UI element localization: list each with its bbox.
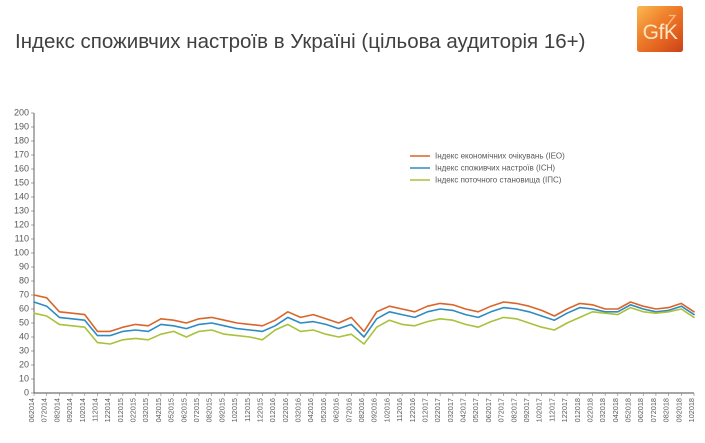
svg-text:062015: 062015 <box>179 398 188 422</box>
svg-text:092016: 092016 <box>370 398 379 422</box>
svg-text:072016: 072016 <box>344 398 353 422</box>
svg-text:102018: 102018 <box>687 398 696 422</box>
svg-text:052018: 052018 <box>624 398 633 422</box>
svg-text:30: 30 <box>19 346 29 356</box>
svg-text:062016: 062016 <box>332 398 341 422</box>
svg-text:50: 50 <box>19 318 29 328</box>
svg-text:110: 110 <box>15 234 29 244</box>
svg-text:Індекс споживчих настроїв (ІСН: Індекс споживчих настроїв (ІСН) <box>435 164 555 173</box>
svg-text:032018: 032018 <box>598 398 607 422</box>
svg-text:70: 70 <box>19 290 29 300</box>
svg-text:022017: 022017 <box>433 398 442 422</box>
svg-text:130: 130 <box>14 206 29 216</box>
svg-text:072017: 072017 <box>497 398 506 422</box>
svg-text:052015: 052015 <box>167 398 176 422</box>
svg-text:170: 170 <box>14 150 29 160</box>
svg-text:180: 180 <box>14 136 29 146</box>
svg-text:092018: 092018 <box>674 398 683 422</box>
svg-text:80: 80 <box>19 276 29 286</box>
svg-text:042015: 042015 <box>154 398 163 422</box>
svg-text:062014: 062014 <box>27 398 36 422</box>
svg-text:102014: 102014 <box>78 398 87 422</box>
svg-text:40: 40 <box>19 332 29 342</box>
svg-text:120: 120 <box>14 220 29 230</box>
svg-text:140: 140 <box>14 192 29 202</box>
svg-text:062017: 062017 <box>484 398 493 422</box>
svg-text:100: 100 <box>14 248 29 258</box>
svg-text:072018: 072018 <box>649 398 658 422</box>
svg-text:112017: 112017 <box>547 398 556 422</box>
svg-text:112015: 112015 <box>243 398 252 422</box>
svg-text:150: 150 <box>14 178 29 188</box>
svg-text:022016: 022016 <box>281 398 290 422</box>
svg-text:60: 60 <box>19 304 29 314</box>
svg-text:062018: 062018 <box>636 398 645 422</box>
svg-text:042017: 042017 <box>459 398 468 422</box>
svg-text:102015: 102015 <box>230 398 239 422</box>
svg-text:190: 190 <box>14 122 29 132</box>
svg-text:20: 20 <box>19 360 29 370</box>
svg-text:092015: 092015 <box>217 398 226 422</box>
svg-text:092014: 092014 <box>65 398 74 422</box>
svg-text:112014: 112014 <box>90 398 99 422</box>
svg-text:072014: 072014 <box>40 398 49 422</box>
svg-text:082015: 082015 <box>205 398 214 422</box>
svg-text:102016: 102016 <box>382 398 391 422</box>
svg-text:Індекс економічних очікувань: Індекс економічних очікувань (ІЕО) <box>435 152 565 161</box>
svg-text:Індекс поточного становища (І: Індекс поточного становища (ІПС) <box>435 176 562 185</box>
svg-text:122017: 122017 <box>560 398 569 422</box>
svg-text:042018: 042018 <box>611 398 620 422</box>
svg-text:122016: 122016 <box>408 398 417 422</box>
svg-text:200: 200 <box>14 108 29 118</box>
svg-text:052016: 052016 <box>319 398 328 422</box>
svg-text:GfK: GfK <box>643 21 678 44</box>
svg-text:112016: 112016 <box>395 398 404 422</box>
svg-text:032015: 032015 <box>141 398 150 422</box>
svg-text:122015: 122015 <box>255 398 264 422</box>
svg-text:022018: 022018 <box>585 398 594 422</box>
svg-text:012017: 012017 <box>420 398 429 422</box>
svg-text:032017: 032017 <box>446 398 455 422</box>
svg-text:092017: 092017 <box>522 398 531 422</box>
svg-text:012018: 012018 <box>573 398 582 422</box>
svg-text:10: 10 <box>19 374 29 384</box>
svg-text:022015: 022015 <box>129 398 138 422</box>
svg-text:102017: 102017 <box>535 398 544 422</box>
svg-text:90: 90 <box>19 262 29 272</box>
svg-text:122014: 122014 <box>103 398 112 422</box>
svg-text:082014: 082014 <box>52 398 61 422</box>
svg-text:012016: 012016 <box>268 398 277 422</box>
svg-text:072015: 072015 <box>192 398 201 422</box>
svg-text:042016: 042016 <box>306 398 315 422</box>
svg-text:012015: 012015 <box>116 398 125 422</box>
svg-text:082016: 082016 <box>357 398 366 422</box>
svg-text:160: 160 <box>14 164 29 174</box>
svg-text:082018: 082018 <box>662 398 671 422</box>
svg-text:082017: 082017 <box>509 398 518 422</box>
svg-text:032016: 032016 <box>294 398 303 422</box>
svg-text:052017: 052017 <box>471 398 480 422</box>
svg-text:0: 0 <box>24 388 29 398</box>
